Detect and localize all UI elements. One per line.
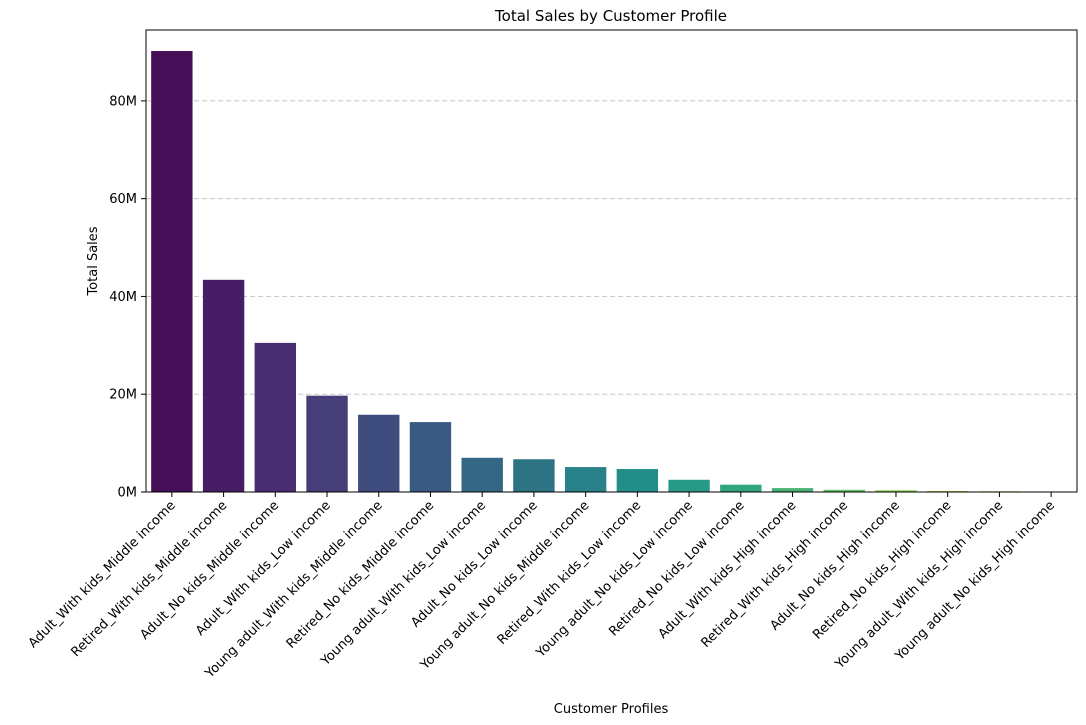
bar [564, 467, 607, 492]
bar [823, 489, 865, 492]
y-axis-label: Total Sales [86, 226, 101, 296]
x-axis-label: Customer Profiles [554, 702, 669, 717]
axes [145, 29, 1078, 493]
bar [668, 479, 710, 492]
y-tick-label: 80M [109, 94, 137, 109]
y-tick-label: 0M [118, 486, 138, 501]
bar [358, 414, 400, 492]
chart-title: Total Sales by Customer Profile [494, 7, 727, 25]
bar [202, 279, 245, 492]
y-tick-label: 60M [109, 192, 137, 207]
x-tick-label: Young adult_With kids_Middle income [202, 498, 386, 682]
y-tick-label: 20M [109, 388, 137, 403]
plot-frame [145, 29, 1078, 493]
bar [409, 422, 452, 492]
bar [461, 457, 503, 492]
bar [875, 490, 917, 492]
bars [151, 51, 1072, 493]
bar [306, 395, 348, 492]
bar [254, 342, 296, 492]
bar [151, 51, 193, 493]
bar [616, 469, 659, 492]
y-ticks: 0M 20M 40M 60M 80M [109, 94, 146, 501]
x-ticks: Adult_With kids_Middle incomeRetired_Wit… [26, 492, 1058, 682]
bar [720, 484, 762, 492]
bar [513, 459, 555, 492]
bar [771, 488, 814, 492]
grid-lines [146, 100, 1077, 395]
y-tick-label: 40M [109, 290, 137, 305]
